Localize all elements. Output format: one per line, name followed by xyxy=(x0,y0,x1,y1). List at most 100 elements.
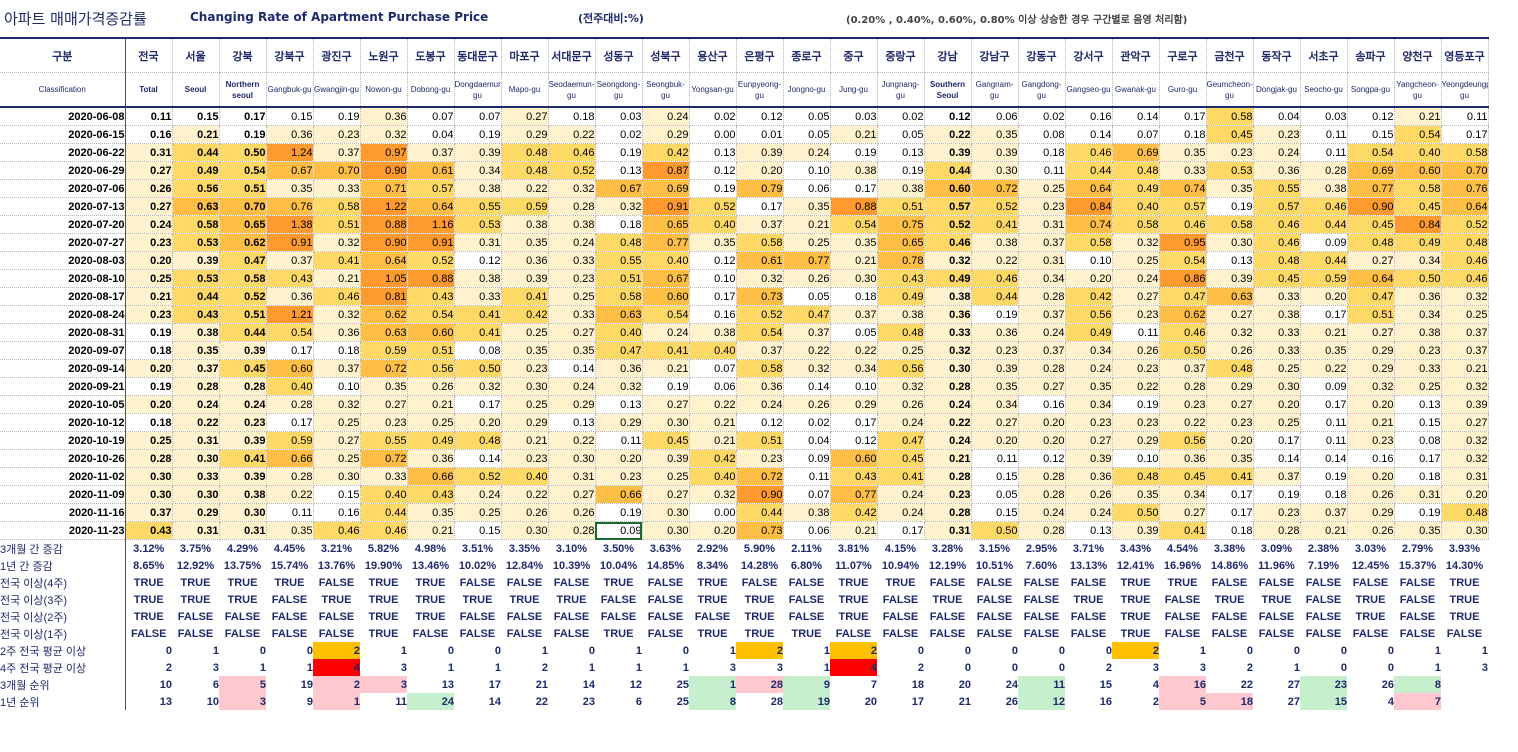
value-cell[interactable]: 0.12 xyxy=(689,161,737,180)
summary-cell[interactable]: 1 xyxy=(588,661,595,674)
value-cell[interactable]: 0.74 xyxy=(1159,179,1207,198)
value-cell[interactable]: 0.28 xyxy=(219,377,267,396)
value-cell[interactable]: 0.54 xyxy=(1347,143,1395,162)
value-cell[interactable]: 0.24 xyxy=(548,377,596,396)
value-cell[interactable]: 0.37 xyxy=(313,359,361,378)
value-cell[interactable]: 0.37 xyxy=(172,359,220,378)
value-cell[interactable]: 0.60 xyxy=(642,287,690,306)
summary-cell[interactable]: TRUE xyxy=(697,593,728,606)
value-cell[interactable]: 0.24 xyxy=(1065,359,1113,378)
column-subheader[interactable]: Jungnang-gu xyxy=(877,72,925,108)
value-cell[interactable]: 0.32 xyxy=(1347,377,1395,396)
value-cell[interactable]: 0.36 xyxy=(1065,467,1113,486)
value-cell[interactable]: 0.60 xyxy=(924,179,972,198)
value-cell[interactable]: 0.23 xyxy=(1347,431,1395,450)
summary-cell[interactable]: TRUE xyxy=(556,593,587,606)
value-cell[interactable]: 0.60 xyxy=(407,323,455,342)
value-cell[interactable]: 0.36 xyxy=(595,359,643,378)
value-cell[interactable]: 0.25 xyxy=(501,395,549,414)
value-cell[interactable]: 0.13 xyxy=(689,143,737,162)
column-header-guro-gu[interactable]: 구로구 xyxy=(1159,37,1207,73)
value-cell[interactable]: 0.23 xyxy=(971,341,1019,360)
value-cell[interactable]: 0.17 xyxy=(736,197,784,216)
value-cell[interactable]: 0.51 xyxy=(219,179,267,198)
value-cell[interactable]: 0.21 xyxy=(1441,359,1489,378)
value-cell[interactable]: 0.70 xyxy=(219,197,267,216)
value-cell[interactable]: 0.41 xyxy=(219,449,267,468)
value-cell[interactable]: 0.20 xyxy=(1300,287,1348,306)
value-cell[interactable]: 0.52 xyxy=(548,161,596,180)
value-cell[interactable]: 0.52 xyxy=(1441,215,1489,234)
summary-cell[interactable]: 4 xyxy=(1387,695,1394,708)
row-date[interactable]: 2020-07-27 xyxy=(0,233,126,252)
value-cell[interactable]: 0.22 xyxy=(830,341,878,360)
column-header-jung-gu[interactable]: 중구 xyxy=(830,37,878,73)
value-cell[interactable]: 0.38 xyxy=(1253,305,1301,324)
value-cell[interactable]: 0.19 xyxy=(1394,503,1442,522)
column-subheader[interactable]: Gangseo-gu xyxy=(1065,72,1113,108)
value-cell[interactable]: 0.25 xyxy=(642,467,690,486)
summary-cell[interactable]: 0 xyxy=(964,661,971,674)
summary-cell[interactable]: TRUE xyxy=(368,610,399,623)
summary-cell[interactable]: TRUE xyxy=(603,627,634,640)
value-cell[interactable]: 0.36 xyxy=(971,323,1019,342)
value-cell[interactable]: 0.63 xyxy=(360,323,408,342)
value-cell[interactable]: 0.25 xyxy=(1253,413,1301,432)
value-cell[interactable]: 0.26 xyxy=(1206,341,1254,360)
value-cell[interactable]: 0.27 xyxy=(1347,251,1395,270)
value-cell[interactable]: 0.33 xyxy=(313,179,361,198)
value-cell[interactable]: 0.72 xyxy=(971,179,1019,198)
column-header-yongsan-gu[interactable]: 용산구 xyxy=(689,37,737,73)
summary-cell[interactable]: 4 xyxy=(830,659,877,676)
summary-cell[interactable]: 3.28% xyxy=(931,542,964,555)
summary-cell[interactable]: FALSE xyxy=(976,593,1013,606)
value-cell[interactable]: 0.35 xyxy=(266,521,314,540)
summary-cell[interactable]: FALSE xyxy=(412,627,449,640)
value-cell[interactable]: 0.21 xyxy=(830,251,878,270)
row-date[interactable]: 2020-09-21 xyxy=(0,377,126,396)
summary-cell[interactable]: FALSE xyxy=(1070,576,1107,589)
value-cell[interactable]: 0.29 xyxy=(548,395,596,414)
value-cell[interactable]: 0.51 xyxy=(1347,305,1395,324)
value-cell[interactable]: 0.18 xyxy=(1159,125,1207,144)
summary-cell[interactable]: TRUE xyxy=(180,593,211,606)
value-cell[interactable]: 0.44 xyxy=(971,287,1019,306)
value-cell[interactable]: 0.32 xyxy=(689,485,737,504)
value-cell[interactable]: 0.19 xyxy=(689,179,737,198)
summary-cell[interactable]: 2 xyxy=(830,642,877,659)
value-cell[interactable]: 0.35 xyxy=(407,503,455,522)
summary-cell[interactable]: 23 xyxy=(1300,676,1347,693)
value-cell[interactable]: 0.21 xyxy=(501,431,549,450)
value-cell[interactable]: 0.52 xyxy=(689,197,737,216)
value-cell[interactable]: 0.30 xyxy=(924,359,972,378)
value-cell[interactable]: 0.21 xyxy=(1300,323,1348,342)
value-cell[interactable]: 0.41 xyxy=(454,305,502,324)
value-cell[interactable]: 0.19 xyxy=(219,125,267,144)
summary-cell[interactable]: 12.92% xyxy=(176,559,215,572)
summary-cell[interactable]: 27 xyxy=(1287,678,1300,691)
value-cell[interactable]: 0.76 xyxy=(1441,179,1489,198)
summary-cell[interactable]: 6.80% xyxy=(790,559,823,572)
value-cell[interactable]: 0.38 xyxy=(219,485,267,504)
column-subheader[interactable]: Jongno-gu xyxy=(783,72,831,108)
value-cell[interactable]: 0.26 xyxy=(125,179,173,198)
value-cell[interactable]: 0.11 xyxy=(595,431,643,450)
value-cell[interactable]: 0.39 xyxy=(736,143,784,162)
value-cell[interactable]: 0.91 xyxy=(266,233,314,252)
value-cell[interactable]: 0.27 xyxy=(313,431,361,450)
value-cell[interactable]: 0.61 xyxy=(736,251,784,270)
value-cell[interactable]: 0.33 xyxy=(924,323,972,342)
value-cell[interactable]: 0.90 xyxy=(1347,197,1395,216)
value-cell[interactable]: 0.72 xyxy=(360,359,408,378)
summary-cell[interactable]: FALSE xyxy=(506,576,543,589)
summary-cell[interactable]: FALSE xyxy=(882,610,919,623)
value-cell[interactable]: 0.45 xyxy=(1347,215,1395,234)
column-header-gwangjin-gu[interactable]: 광진구 xyxy=(313,37,361,73)
summary-label[interactable]: 전국 이상(4주) xyxy=(0,574,126,591)
value-cell[interactable]: 0.20 xyxy=(1441,485,1489,504)
row-date[interactable]: 2020-11-09 xyxy=(0,485,126,504)
summary-cell[interactable]: FALSE xyxy=(177,610,214,623)
value-cell[interactable]: 0.24 xyxy=(1253,143,1301,162)
value-cell[interactable]: 0.12 xyxy=(1347,107,1395,126)
summary-cell[interactable]: 1 xyxy=(494,661,501,674)
